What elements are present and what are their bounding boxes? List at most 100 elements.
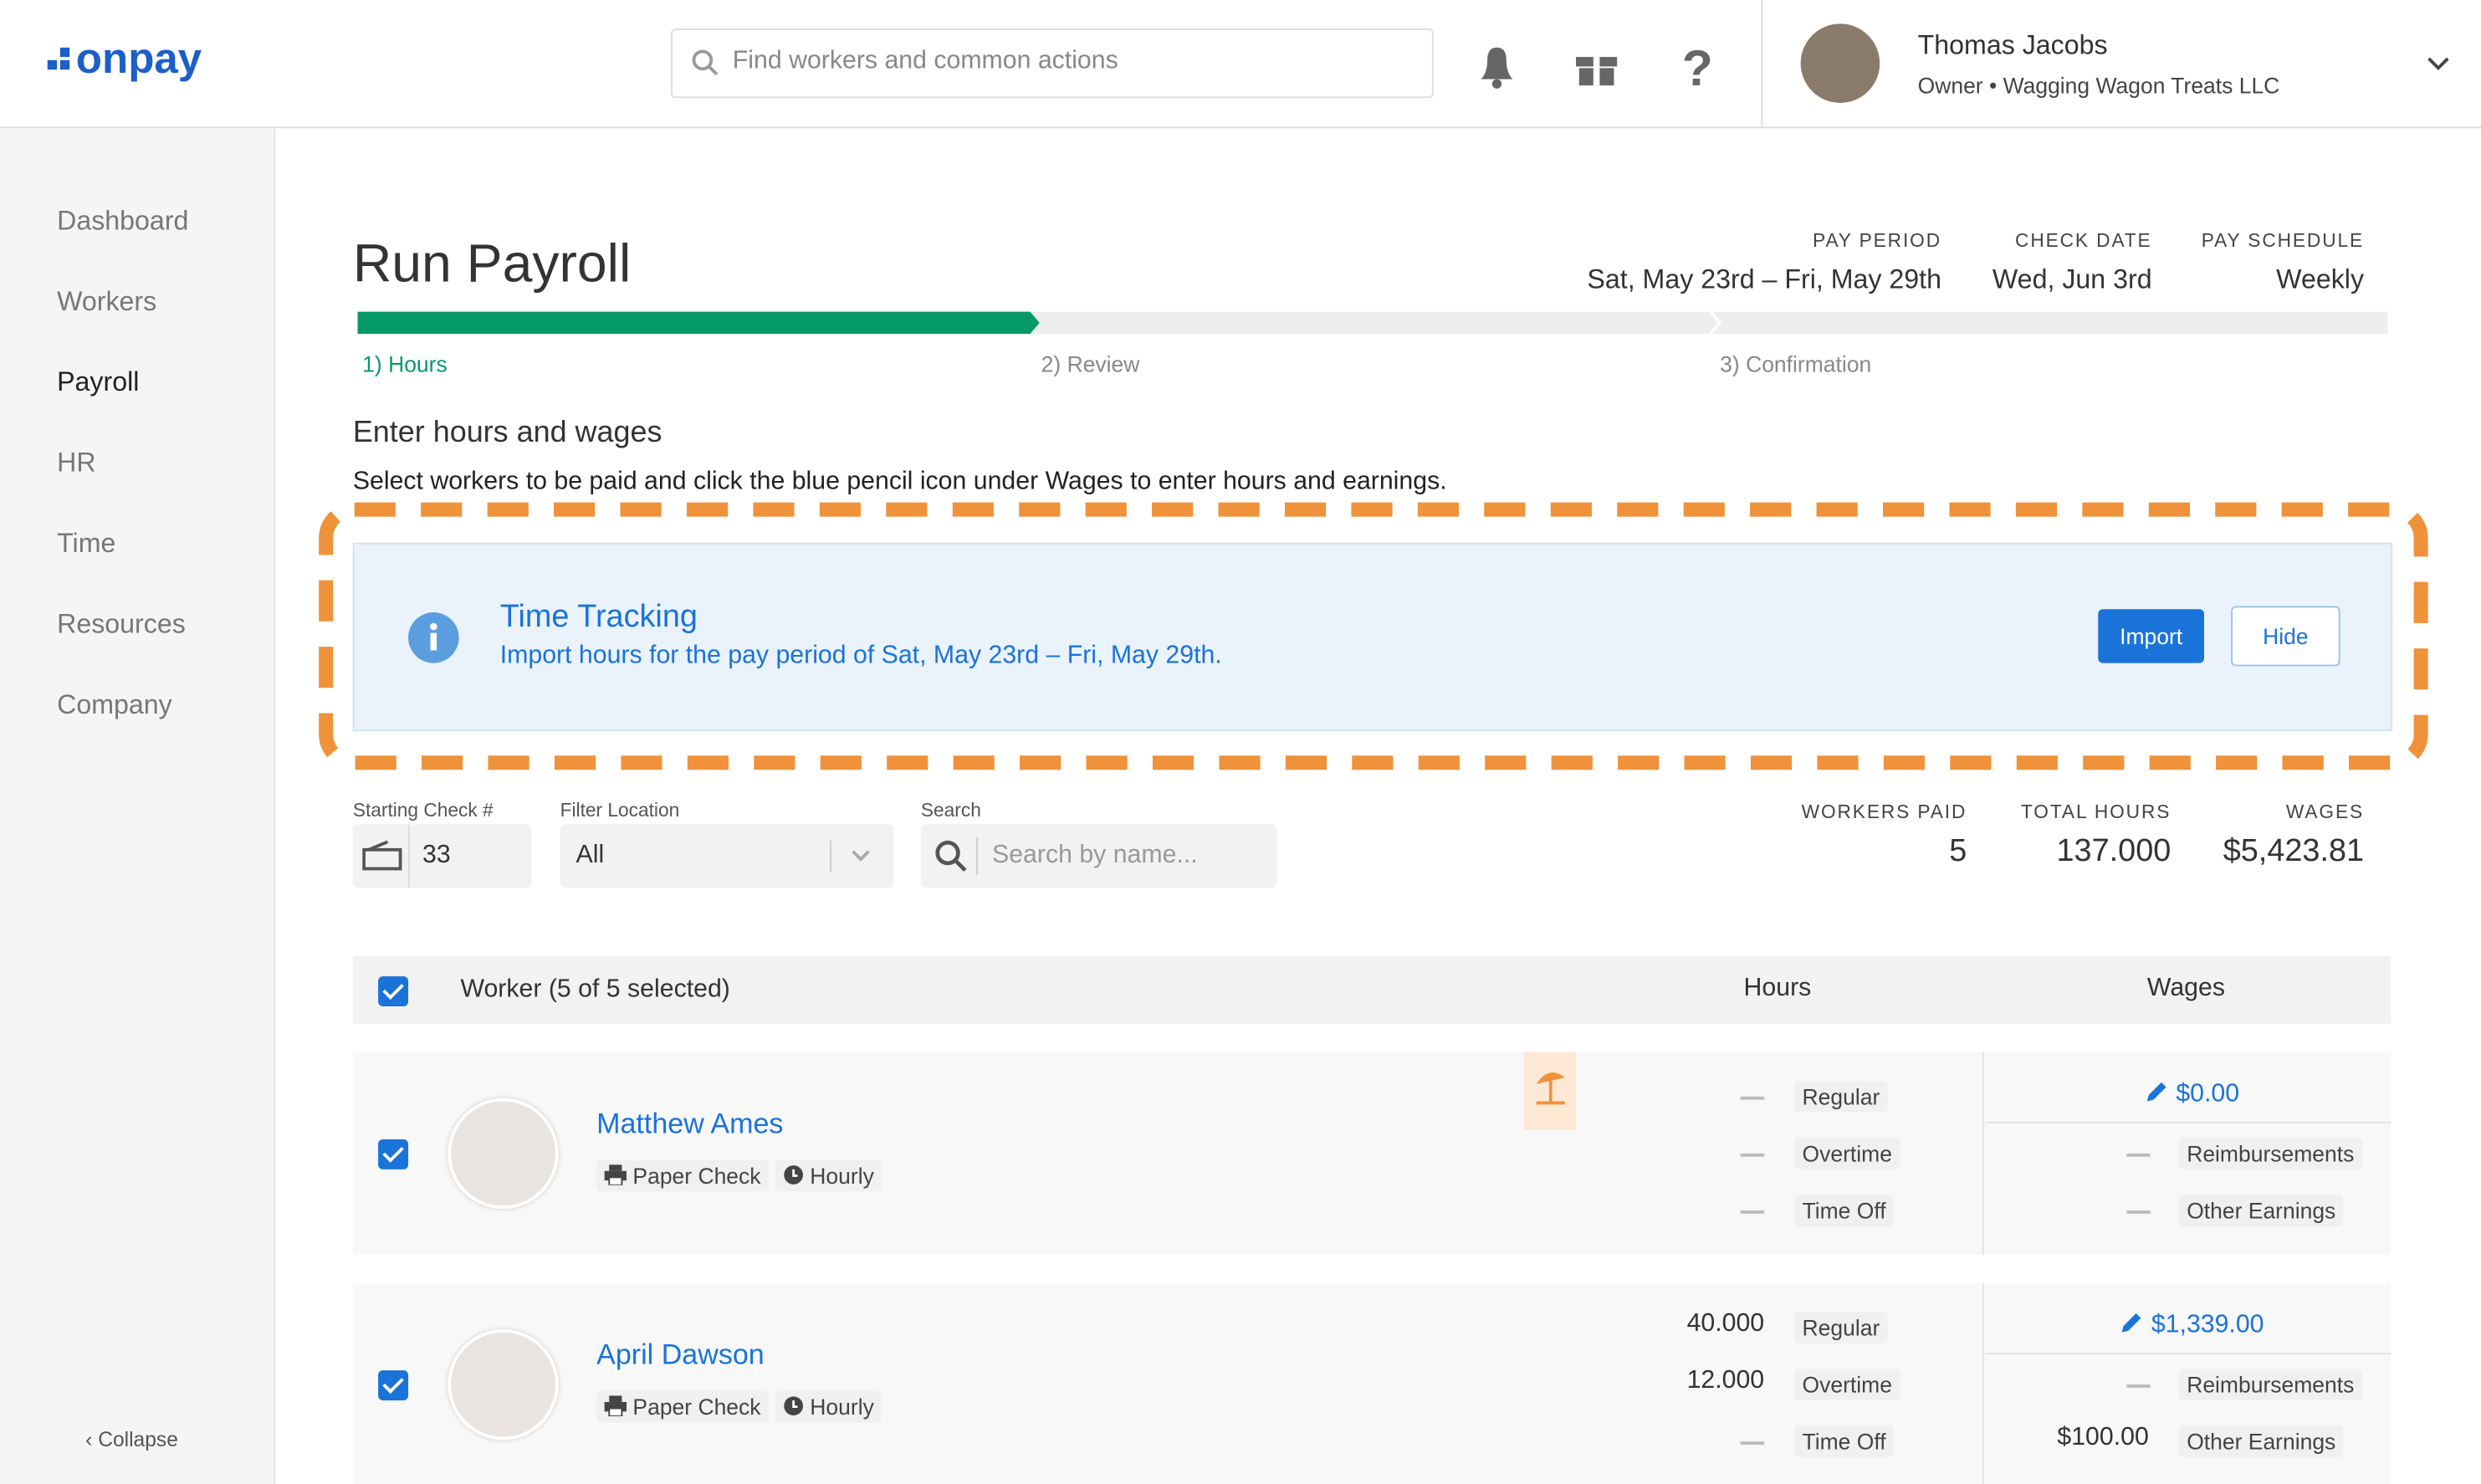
step-label: 3) Confirmation: [1720, 351, 1872, 377]
meta-value: Sat, May 23rd – Fri, May 29th: [1587, 264, 1941, 294]
nav-item[interactable]: Payroll: [57, 366, 140, 397]
hours-type: Time Off: [1794, 1195, 1895, 1226]
wage-value[interactable]: $1,339.00: [0, 1310, 2481, 1340]
pay-type-chip: Hourly: [775, 1390, 882, 1423]
check-input[interactable]: [352, 824, 532, 888]
user-role: Owner • Wagging Wagon Treats LLC: [1917, 73, 2280, 99]
logo[interactable]: onpay: [75, 34, 202, 83]
meta-label: PAY PERIOD: [1813, 229, 1941, 252]
import-button[interactable]: Import: [2098, 609, 2204, 663]
wage-value[interactable]: $0.00: [0, 1079, 2481, 1109]
section-title: Enter hours and wages: [352, 416, 662, 450]
sidebar: [0, 128, 276, 1484]
divider: [976, 837, 979, 876]
collapse-label[interactable]: Collapse: [98, 1427, 178, 1451]
worker-row: [352, 1052, 2391, 1256]
empty-value: [2126, 1153, 2151, 1157]
payment-chip: Paper Check: [596, 1159, 769, 1192]
header: [0, 0, 2481, 129]
empty-value: [1740, 1153, 1765, 1157]
search-icon: [692, 49, 719, 76]
time-off-icon: [1523, 1052, 1577, 1130]
worker-row: [352, 1283, 2391, 1484]
search-placeholder: Search by name...: [992, 842, 1198, 869]
divider: [1761, 0, 1763, 127]
row-checkbox[interactable]: [378, 1370, 409, 1401]
user-avatar: [1800, 23, 1880, 103]
avatar: [448, 1098, 559, 1210]
page-title: Run Payroll: [352, 233, 632, 294]
worker-header: Worker (5 of 5 selected): [460, 976, 730, 1004]
extra-value: $100.00: [2057, 1424, 2149, 1451]
payment-type: Paper Check: [632, 1163, 761, 1189]
row-checkbox[interactable]: [378, 1139, 409, 1169]
extra-type: Other Earnings: [2178, 1195, 2344, 1226]
location-select[interactable]: [560, 824, 894, 888]
name-search[interactable]: [920, 824, 1277, 888]
wage-amount[interactable]: $0.00: [2176, 1080, 2240, 1108]
worker-name[interactable]: Matthew Ames: [596, 1108, 784, 1139]
extra-type: Other Earnings: [2178, 1425, 2344, 1458]
pay-type: Hourly: [810, 1394, 874, 1420]
select-all[interactable]: [378, 976, 409, 1007]
select-caret: [830, 840, 870, 872]
extra-type: Reimbursements: [2178, 1369, 2362, 1401]
progress-bar: [357, 310, 2388, 335]
nav-item[interactable]: Dashboard: [57, 205, 189, 236]
wage-amount[interactable]: $1,339.00: [2151, 1312, 2264, 1339]
check-label: Starting Check #: [352, 799, 494, 821]
info-icon: [408, 612, 459, 663]
pay-type: Hourly: [810, 1163, 874, 1189]
table-header: [352, 955, 2391, 1024]
wage-row-line: [1985, 1353, 2391, 1355]
svg-text:?: ?: [1682, 41, 1713, 92]
meta-value: Wed, Jun 3rd: [1992, 264, 2152, 294]
empty-value: [1740, 1210, 1765, 1214]
search-placeholder: Find workers and common actions: [732, 47, 1118, 74]
header-icons[interactable]: ?: [1471, 41, 1741, 92]
check-icon: [362, 840, 402, 871]
payment-chip: Paper Check: [596, 1390, 769, 1423]
summary-label: TOTAL HOURS: [2020, 801, 2172, 823]
logo-icon: [47, 47, 70, 70]
search-box[interactable]: [671, 28, 1434, 99]
hours-header: Hours: [1743, 975, 1812, 1002]
meta-label: PAY SCHEDULE: [2201, 229, 2365, 252]
banner: [352, 542, 2393, 731]
divider: [408, 824, 410, 888]
location-label: Filter Location: [560, 799, 680, 821]
user-menu-caret[interactable]: [2426, 54, 2451, 73]
collapse[interactable]: ‹ Collapse: [85, 1427, 178, 1451]
hide-button[interactable]: Hide: [2231, 606, 2340, 667]
banner-text: Import hours for the pay period of Sat, …: [499, 642, 1222, 670]
nav-item[interactable]: Time: [57, 528, 116, 559]
nav-item[interactable]: Workers: [57, 286, 157, 317]
summary-label: WORKERS PAID: [1801, 801, 1967, 823]
summary-value: $5,423.81: [2223, 833, 2365, 869]
hours-type: Regular: [1794, 1312, 1888, 1343]
hours-type: Regular: [1794, 1080, 1888, 1113]
search-icon: [935, 840, 967, 872]
nav-item[interactable]: Resources: [57, 609, 186, 640]
divider: [1982, 1052, 1985, 1256]
summary-value: 137.000: [2056, 833, 2172, 869]
empty-value: [2126, 1210, 2151, 1214]
meta-label: CHECK DATE: [2015, 229, 2152, 252]
summary-label: WAGES: [2285, 801, 2365, 823]
step-label: 1) Hours: [362, 351, 448, 377]
nav-item[interactable]: HR: [57, 448, 96, 478]
wage-row-line: [1985, 1122, 2391, 1124]
extra-type: Reimbursements: [2178, 1138, 2362, 1169]
hours-value: 40.000: [1686, 1310, 1765, 1338]
pay-type-chip: Hourly: [775, 1159, 882, 1192]
nav-item[interactable]: Company: [57, 689, 172, 720]
highlight-outline: [319, 502, 2428, 770]
banner-title: Time Tracking: [499, 599, 698, 635]
hours-type: Time Off: [1794, 1425, 1895, 1458]
hours-type: Overtime: [1794, 1369, 1900, 1401]
worker-name[interactable]: April Dawson: [596, 1338, 765, 1371]
check-value: 33: [422, 842, 451, 869]
wages-header: Wages: [2146, 975, 2225, 1002]
